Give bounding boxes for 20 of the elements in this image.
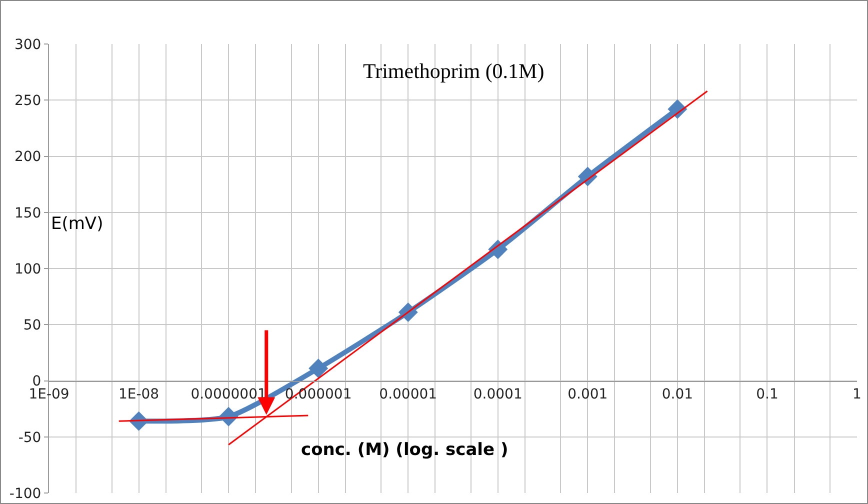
x-tick-label: 0.0001 xyxy=(473,386,522,403)
x-tick-label: 1E-08 xyxy=(118,386,160,403)
annotation: Trimethoprim (0.1M) xyxy=(363,59,544,83)
point xyxy=(308,358,328,378)
y-tick-label: -100 xyxy=(9,486,42,502)
x-tick-label: 0.1 xyxy=(756,386,778,403)
y-tick-label: 100 xyxy=(14,261,42,278)
y-tick-label: 250 xyxy=(14,93,42,110)
y-tick-label: 150 xyxy=(14,205,42,222)
x-tick-label: 0.01 xyxy=(662,386,694,403)
x-tick-label: 0.00001 xyxy=(379,386,438,403)
x-tick-label: 1E-09 xyxy=(28,386,70,403)
y-tick-label: 200 xyxy=(14,149,42,166)
y-axis-title: E(mV) xyxy=(51,214,104,234)
x-tick-label: 1 xyxy=(852,386,862,403)
x-axis-title: conc. (M) (log. scale ) xyxy=(301,440,508,460)
y-tick-label: 50 xyxy=(23,318,42,334)
x-tick-label: 0.001 xyxy=(568,386,608,403)
y-tick-label: -50 xyxy=(18,430,42,446)
y-tick-label: 300 xyxy=(14,36,42,53)
